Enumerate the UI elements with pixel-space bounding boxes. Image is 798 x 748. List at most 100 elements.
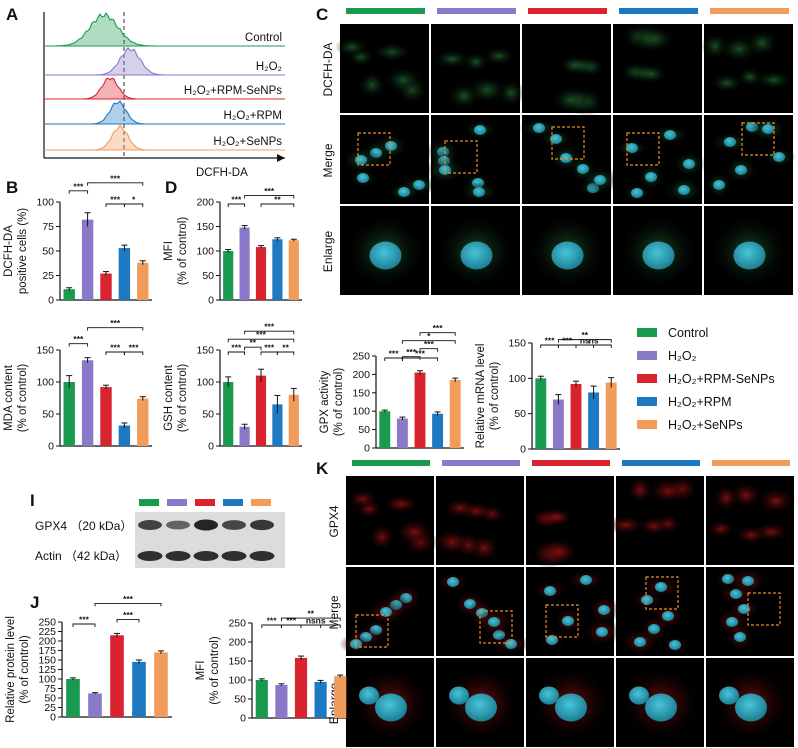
sig-bracket [227, 338, 295, 343]
gpx4-cell [432, 528, 472, 556]
gpx4-cell [626, 476, 654, 504]
bar-rpm [132, 661, 146, 717]
y-label: (% of control) [17, 364, 29, 433]
y-tick-label: 0 [208, 441, 214, 453]
y-label: (% of control) [177, 364, 189, 433]
gpx4-nucleus [596, 627, 608, 637]
sig-label: *** [286, 616, 297, 626]
blot-lane-color-rpm-senps [195, 499, 215, 506]
blot-band-gpx4 [222, 520, 246, 530]
gpx4-enlarged-nucleus [375, 693, 407, 722]
y-label: MFI [195, 661, 207, 681]
bar-senps [288, 240, 299, 300]
y-tick-label: 50 [202, 270, 214, 282]
gpx4-nucleus [641, 595, 653, 605]
gpx4-nucleus [655, 582, 667, 592]
y-tick-label: 250 [352, 351, 370, 363]
hist-axis-arrow [277, 154, 285, 162]
bar-h2o2 [81, 219, 94, 300]
dcfh-cell [634, 64, 668, 84]
hist-xlabel: DCFH-DA [196, 167, 248, 179]
panel-letter-b: B [6, 178, 18, 197]
bar-control [379, 411, 391, 448]
sig-label: *** [545, 336, 556, 346]
legend-label-control: Control [668, 326, 708, 340]
gpx4-nucleus [562, 616, 574, 626]
dcfh-nucleus [678, 185, 690, 195]
sig-label: *** [424, 339, 435, 349]
bar-rpm [432, 413, 444, 448]
blot-lane-color-rpm [223, 499, 243, 506]
hist-label-rpm-senps: H₂O₂+RPM-SeNPs [184, 85, 282, 97]
dcfh-zoom-box [357, 132, 391, 166]
legend-swatch-control [637, 328, 657, 337]
sig-bracket [68, 190, 89, 194]
y-tick-label: 150 [36, 345, 54, 357]
blot-lane-color-h2o2 [167, 499, 187, 506]
gpx4-cell [368, 523, 396, 551]
gpx4-enlarged-nucleus [645, 693, 677, 722]
sig-label: ns [589, 336, 599, 346]
dcfh-cell [482, 46, 516, 66]
sig-label: *** [433, 323, 444, 333]
dcfh-zoom-box [626, 132, 660, 166]
dcfh-color-bar-rpm-senps [528, 8, 607, 14]
y-label: (% of control) [209, 636, 221, 705]
dcfh-enlarged-nucleus [369, 241, 402, 270]
bar-rpm [588, 392, 600, 449]
sig-label: *** [231, 195, 242, 205]
blot-label-gpx4: GPX4 （20 kDa） [35, 519, 132, 533]
bar-control [66, 679, 80, 717]
bar-h2o2 [88, 693, 102, 717]
dcfh-color-bar-rpm [619, 8, 698, 14]
hist-label-h2o2: H₂O₂ [256, 61, 282, 73]
bar-rpm [314, 681, 327, 718]
bar-senps [449, 379, 461, 448]
gpx4-cell [756, 487, 796, 515]
dcfh-nucleus [594, 175, 606, 185]
sig-bracket [419, 348, 439, 352]
sig-bracket [68, 343, 89, 347]
sig-bracket [280, 617, 341, 622]
blot-band-actin [193, 551, 219, 561]
gpx4-nucleus [447, 577, 459, 587]
y-label: GPX activity [319, 370, 331, 433]
sig-bracket [401, 357, 439, 361]
bar-rpm-senps [100, 387, 112, 446]
blot-band-gpx4 [250, 519, 274, 531]
sig-label: *** [110, 173, 121, 183]
dcfh-cell [467, 76, 507, 104]
sig-bracket [123, 203, 144, 207]
y-tick-label: 150 [228, 656, 246, 668]
y-tick-label: 100 [196, 246, 214, 258]
gpx4-enlarged-nucleus [735, 693, 767, 722]
dcfh-nucleus [683, 159, 695, 169]
blot-band-gpx4 [138, 520, 162, 530]
y-label: (% of control) [489, 362, 501, 431]
gpx4-row-label-1: Merge [327, 595, 341, 629]
bar-rpm-senps [294, 657, 308, 718]
dcfh-nucleus [773, 152, 785, 162]
bar-rpm-senps [570, 383, 582, 449]
y-tick-label: 250 [228, 618, 246, 630]
gpx4-nucleus [598, 605, 610, 615]
western-blot: GPX4 （20 kDa） Actin （42 kDa） [35, 499, 285, 568]
y-tick-label: 200 [38, 636, 56, 648]
gpx4-nucleus [488, 617, 500, 627]
legend-swatch-rpm [637, 397, 657, 406]
gpx4-nucleus [580, 575, 592, 585]
sig-label: * [132, 195, 136, 205]
y-tick-label: 0 [520, 444, 526, 456]
sig-label: ns [580, 336, 590, 346]
blot-label-actin: Actin （42 kDa） [35, 549, 127, 563]
sig-bracket [244, 195, 295, 199]
blot-lane-color-control [139, 499, 159, 506]
blot-band-actin [221, 551, 247, 561]
dcfh-color-bar-h2o2 [437, 8, 516, 14]
hist-curve-rpm [50, 100, 200, 125]
y-tick-label: 50 [234, 694, 246, 706]
y-label: MFI [163, 241, 175, 261]
gpx4-cell [637, 516, 671, 536]
bar-rpm-senps [100, 273, 112, 300]
